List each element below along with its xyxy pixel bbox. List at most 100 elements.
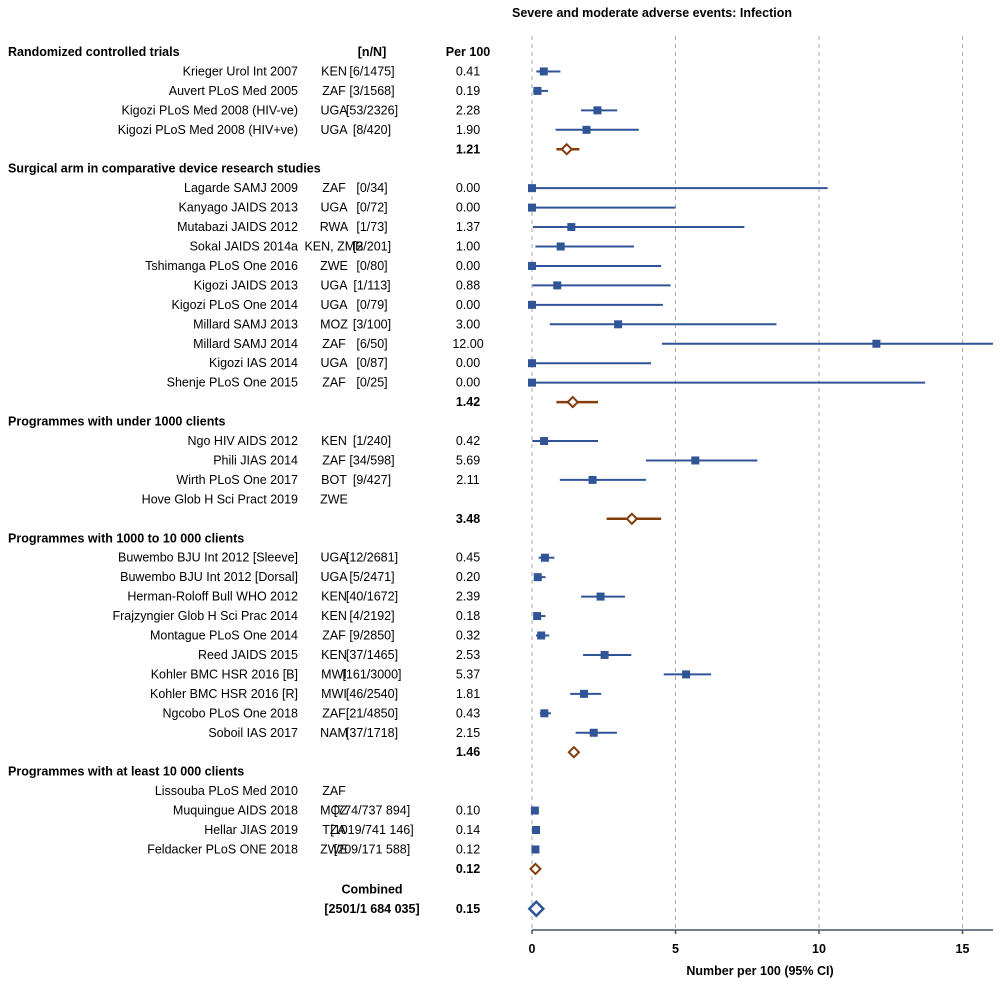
study-country: KEN [321, 609, 347, 623]
study-point [593, 106, 602, 115]
study-country: KEN [321, 64, 347, 78]
subgroup-per100: 1.46 [456, 745, 480, 759]
study-country: ZAF [322, 376, 346, 390]
study-point [530, 806, 539, 815]
study-point [540, 553, 549, 562]
study-nN: [1/73] [356, 220, 387, 234]
study-point [533, 86, 542, 95]
study-per100: 1.90 [456, 123, 480, 137]
study-nN: [0/25] [356, 376, 387, 390]
study-nN: [774/737 894] [334, 804, 410, 818]
study-point [531, 845, 540, 854]
study-per100: 0.20 [456, 570, 480, 584]
study-country: MWI [321, 687, 347, 701]
study-nN: [46/2540] [346, 687, 398, 701]
study-per100: 0.19 [456, 84, 480, 98]
study-label: Tshimanga PLoS One 2016 [145, 259, 298, 273]
study-label: Krieger Urol Int 2007 [183, 64, 298, 78]
study-point [528, 378, 536, 387]
study-point [682, 670, 691, 679]
study-country: KEN [321, 648, 347, 662]
study-nN: [0/87] [356, 356, 387, 370]
study-country: MWI [321, 667, 347, 681]
study-per100: 0.18 [456, 609, 480, 623]
study-nN: [6/1475] [349, 64, 394, 78]
chart-marks [527, 67, 993, 918]
study-country: KEN, ZMB [304, 240, 363, 254]
study-nN: [40/1672] [346, 590, 398, 604]
study-per100: 1.00 [456, 240, 480, 254]
study-country: MOZ [320, 317, 348, 331]
study-label: Wirth PLoS One 2017 [176, 473, 298, 487]
study-point [533, 573, 542, 582]
study-point [614, 320, 623, 329]
study-point [579, 689, 588, 698]
study-label: Hellar JIAS 2019 [204, 823, 298, 837]
study-per100: 1.37 [456, 220, 480, 234]
study-point [567, 223, 576, 232]
x-axis-label: Number per 100 (95% CI) [686, 964, 833, 978]
study-label: Buwembo BJU Int 2012 [Dorsal] [120, 570, 298, 584]
study-point [556, 242, 565, 251]
study-nN: [53/2326] [346, 103, 398, 117]
study-country: ZAF [322, 84, 346, 98]
study-per100: 0.00 [456, 298, 480, 312]
study-label: Kanyago JAIDS 2013 [178, 201, 298, 215]
study-nN: [0/80] [356, 259, 387, 273]
study-per100: 12.00 [452, 337, 483, 351]
study-per100: 0.32 [456, 629, 480, 643]
subgroup-per100: 1.21 [456, 142, 480, 156]
study-label: Herman-Roloff Bull WHO 2012 [127, 590, 298, 604]
study-per100: 0.88 [456, 278, 480, 292]
study-per100: 2.15 [456, 726, 480, 740]
study-point [540, 709, 549, 718]
study-country: ZAF [322, 629, 346, 643]
subgroup-per100: 0.12 [456, 862, 480, 876]
study-label: Kohler BMC HSR 2016 [B] [151, 667, 298, 681]
study-point [533, 612, 542, 621]
study-label: Feldacker PLoS ONE 2018 [147, 842, 298, 856]
combined-per100: 0.15 [456, 902, 480, 916]
study-per100: 5.37 [456, 667, 480, 681]
study-per100: 0.00 [456, 259, 480, 273]
study-country: UGA [320, 356, 348, 370]
study-country: UGA [320, 278, 348, 292]
subgroup-diamond [625, 512, 639, 526]
study-per100: 0.00 [456, 376, 480, 390]
group-heading: Programmes with at least 10 000 clients [8, 765, 244, 779]
study-per100: 0.10 [456, 804, 480, 818]
chart-title: Severe and moderate adverse events: Infe… [512, 6, 792, 20]
study-point [528, 300, 536, 309]
study-label: Soboil IAS 2017 [208, 726, 298, 740]
study-country: UGA [320, 103, 348, 117]
study-nN: [37/1465] [346, 648, 398, 662]
header-nN: [n/N] [358, 45, 386, 59]
combined-diamond [527, 900, 546, 918]
study-point [539, 67, 548, 76]
group-heading: Surgical arm in comparative device resea… [8, 162, 321, 176]
subgroup-diamond [567, 745, 581, 759]
study-country: UGA [320, 551, 348, 565]
study-point [537, 631, 546, 640]
study-country: BOT [321, 473, 347, 487]
study-country: TZA [322, 823, 346, 837]
study-nN: [209/171 588] [334, 842, 410, 856]
study-per100: 2.39 [456, 590, 480, 604]
study-label: Kigozi IAS 2014 [209, 356, 298, 370]
study-label: Reed JAIDS 2015 [198, 648, 298, 662]
study-point [528, 184, 536, 193]
x-tick-label: 10 [812, 942, 826, 956]
x-tick-label: 0 [529, 942, 536, 956]
study-point [872, 339, 881, 348]
study-point [596, 592, 605, 601]
study-label: Millard SAMJ 2013 [193, 317, 298, 331]
study-label: Millard SAMJ 2014 [193, 337, 298, 351]
study-country: ZWE [320, 492, 348, 506]
study-nN: [0/79] [356, 298, 387, 312]
subgroup-per100: 3.48 [456, 512, 480, 526]
study-per100: 5.69 [456, 453, 480, 467]
study-country: KEN [321, 434, 347, 448]
subgroup-diamond [560, 142, 574, 156]
